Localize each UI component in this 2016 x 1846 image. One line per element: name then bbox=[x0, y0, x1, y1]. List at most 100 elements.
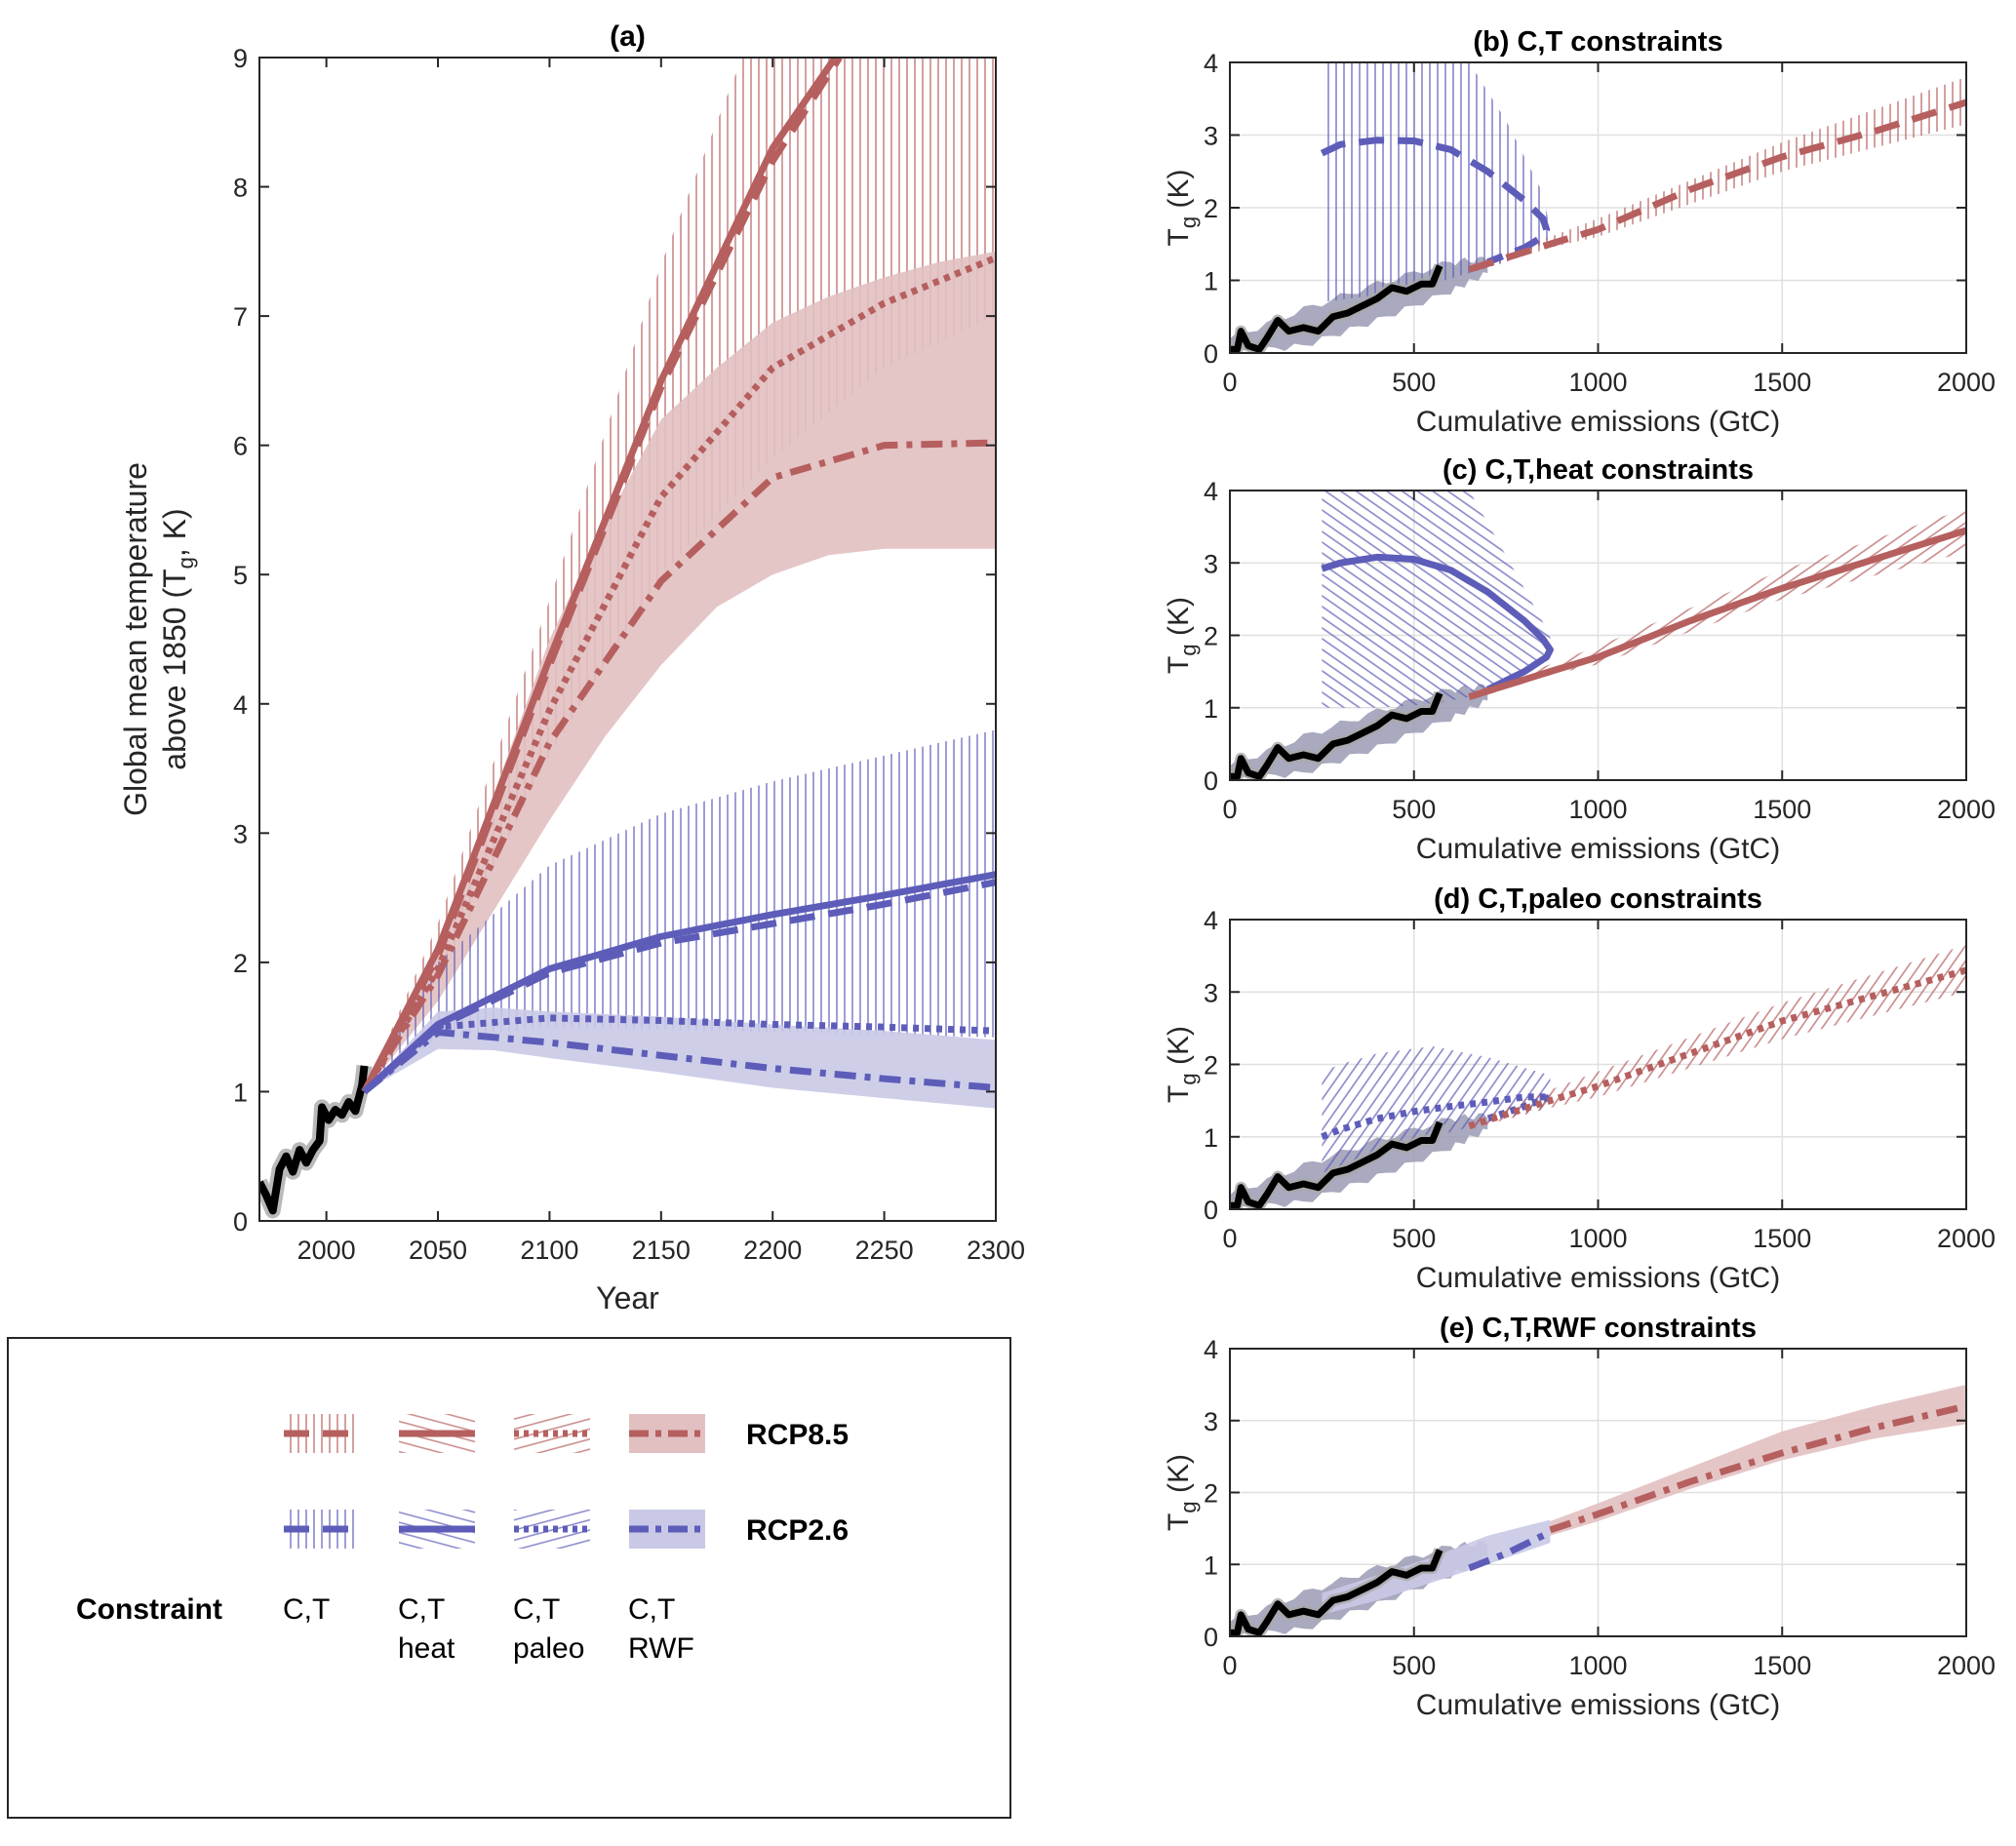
y-axis-label-unit: (K) bbox=[1163, 1026, 1195, 1073]
legend-constraint-label-line2: RWF bbox=[628, 1632, 694, 1665]
y-axis-label-line2: above 1850 (T bbox=[157, 569, 192, 769]
band-rcp26-vhatch bbox=[364, 729, 996, 1092]
y-tick-label: 2 bbox=[1204, 1051, 1218, 1080]
legend-swatch-rcp26-0 bbox=[284, 1510, 360, 1549]
panel-a: 2000 2050 2100 2150 2200 2250 2300 0 1 2 3 4 5 6 7 8 9 (a… bbox=[118, 20, 1025, 1316]
y-tick-label: 5 bbox=[233, 561, 248, 590]
series-rcp26-solid bbox=[1321, 553, 1554, 693]
legend-swatch-rcp26-3 bbox=[629, 1510, 705, 1549]
series-rcp26-dashdot bbox=[362, 1028, 996, 1095]
y-axis-label-line1: Global mean temperature bbox=[118, 462, 153, 816]
legend-swatch-rcp26-2 bbox=[514, 1510, 590, 1549]
y-tick-label: 3 bbox=[1204, 978, 1218, 1007]
band-rcp26-dhatch bbox=[1322, 491, 1551, 708]
y-tick-label: 4 bbox=[1204, 477, 1218, 506]
plot-area bbox=[1230, 62, 1966, 353]
x-axis-label: Cumulative emissions (GtC) bbox=[1416, 406, 1780, 438]
x-axis-label: Cumulative emissions (GtC) bbox=[1416, 833, 1780, 865]
y-tick-label: 2 bbox=[1204, 1479, 1218, 1509]
y-tick-label: 8 bbox=[233, 174, 248, 203]
x-tick-label: 0 bbox=[1222, 795, 1237, 824]
x-tick-label: 2250 bbox=[855, 1236, 914, 1265]
x-tick-label: 1000 bbox=[1568, 1224, 1627, 1253]
x-tick-label: 1000 bbox=[1568, 795, 1627, 824]
y-axis-label-T: T bbox=[1163, 1513, 1195, 1531]
y-axis-label-T: T bbox=[1163, 228, 1195, 246]
panel-title: (e) C,T,RWF constraints bbox=[1440, 1313, 1757, 1344]
x-tick-label: 500 bbox=[1392, 368, 1436, 397]
y-axis-label-subscript: g bbox=[1176, 644, 1201, 655]
band-rcp85-vhatch bbox=[1469, 76, 1966, 274]
legend-constraint-label: C,T bbox=[513, 1593, 560, 1626]
y-tick-label: 1 bbox=[1204, 267, 1218, 296]
axes-box bbox=[258, 57, 997, 1222]
observations-line bbox=[259, 1065, 369, 1215]
y-tick-label: 4 bbox=[1204, 49, 1218, 78]
y-axis-label-line2-end: , K) bbox=[157, 508, 192, 557]
y-axis-label: Tg (K) bbox=[1163, 170, 1201, 247]
y-tick-label: 0 bbox=[1204, 1623, 1218, 1652]
band-rcp85-fill bbox=[1550, 1384, 1966, 1536]
y-axis-label-subscript: g bbox=[1176, 216, 1201, 228]
panel-c: 0 500 1000 1500 2000 0 1 2 3 4 (c) C,T,heat constr… bbox=[1163, 454, 1996, 865]
panel-b: 0 500 1000 1500 2000 0 1 2 3 4 (b) C,T constraints… bbox=[1163, 26, 1996, 438]
y-tick-label: 1 bbox=[1204, 1123, 1218, 1153]
x-tick-label: 500 bbox=[1392, 1651, 1436, 1680]
x-tick-label: 0 bbox=[1222, 368, 1237, 397]
legend-box bbox=[7, 1337, 1011, 1819]
y-tick-label: 9 bbox=[233, 44, 248, 73]
band-rcp26-vhatch bbox=[1322, 62, 1551, 302]
legend-swatch-rcp85-3 bbox=[629, 1414, 705, 1453]
x-tick-label: 2050 bbox=[409, 1236, 467, 1265]
observations-line bbox=[1230, 1549, 1443, 1636]
y-tick-label: 3 bbox=[1204, 549, 1218, 578]
x-tick-label: 1000 bbox=[1568, 1651, 1627, 1680]
x-tick-label: 2000 bbox=[1937, 1651, 1996, 1680]
legend-swatch-rcp85-2 bbox=[514, 1414, 590, 1453]
x-tick-label: 2000 bbox=[1937, 368, 1996, 397]
legend-constraint-label: C,T bbox=[283, 1593, 330, 1626]
x-tick-label: 500 bbox=[1392, 795, 1436, 824]
legend-scenario-label: RCP8.5 bbox=[746, 1419, 849, 1451]
x-axis-label: Year bbox=[596, 1280, 659, 1316]
y-axis-label-T: T bbox=[1163, 1085, 1195, 1103]
y-tick-label: 6 bbox=[233, 432, 248, 461]
panel-title: (c) C,T,heat constraints bbox=[1443, 454, 1754, 486]
series-rcp85-dashed bbox=[1468, 98, 1966, 273]
band-rcp26-fill bbox=[364, 1007, 996, 1109]
y-tick-label: 2 bbox=[1204, 194, 1218, 223]
plot-area bbox=[259, 58, 996, 1219]
series-rcp85-dashdot bbox=[361, 439, 996, 1094]
legend-constraint-label-line2: heat bbox=[398, 1632, 455, 1665]
x-axis-label: Cumulative emissions (GtC) bbox=[1416, 1262, 1780, 1294]
legend-swatch-rcp85-0 bbox=[284, 1414, 360, 1453]
observations-line bbox=[1230, 691, 1443, 780]
plot-area bbox=[1230, 491, 1966, 780]
x-tick-label: 2100 bbox=[520, 1236, 578, 1265]
y-tick-label: 4 bbox=[1204, 1335, 1218, 1364]
y-tick-label: 1 bbox=[1204, 694, 1218, 724]
observations-line bbox=[1230, 1120, 1443, 1209]
y-axis-label-subscript: g bbox=[1176, 1073, 1201, 1084]
legend-scenario-label: RCP2.6 bbox=[746, 1514, 849, 1547]
y-tick-label: 0 bbox=[233, 1207, 248, 1237]
x-tick-label: 2000 bbox=[1937, 1224, 1996, 1253]
series-rcp85-dotted bbox=[1468, 966, 1966, 1129]
series-rcp85-dashdot bbox=[1549, 1402, 1966, 1534]
y-tick-label: 1 bbox=[1204, 1551, 1218, 1580]
panel-d: 0 500 1000 1500 2000 0 1 2 3 4 (d) C,T,paleo const… bbox=[1163, 884, 1996, 1294]
x-tick-label: 2000 bbox=[297, 1236, 356, 1265]
y-axis-label-unit: (K) bbox=[1163, 597, 1195, 644]
y-tick-label: 2 bbox=[233, 949, 248, 978]
x-tick-label: 0 bbox=[1222, 1224, 1237, 1253]
x-tick-label: 2200 bbox=[743, 1236, 802, 1265]
series-rcp26-dotted bbox=[362, 1014, 996, 1095]
y-tick-label: 0 bbox=[1204, 766, 1218, 796]
x-tick-label: 1500 bbox=[1753, 1651, 1811, 1680]
legend: RCP8.5 RCP2.6 Constraint C,T C,T heat C,T paleo… bbox=[7, 1337, 1011, 1819]
panel-title: (a) bbox=[610, 20, 646, 53]
series-rcp26-dashed bbox=[1320, 137, 1551, 266]
y-axis-label: Tg (K) bbox=[1163, 1026, 1201, 1103]
y-tick-label: 4 bbox=[233, 690, 248, 720]
x-tick-label: 2000 bbox=[1937, 795, 1996, 824]
